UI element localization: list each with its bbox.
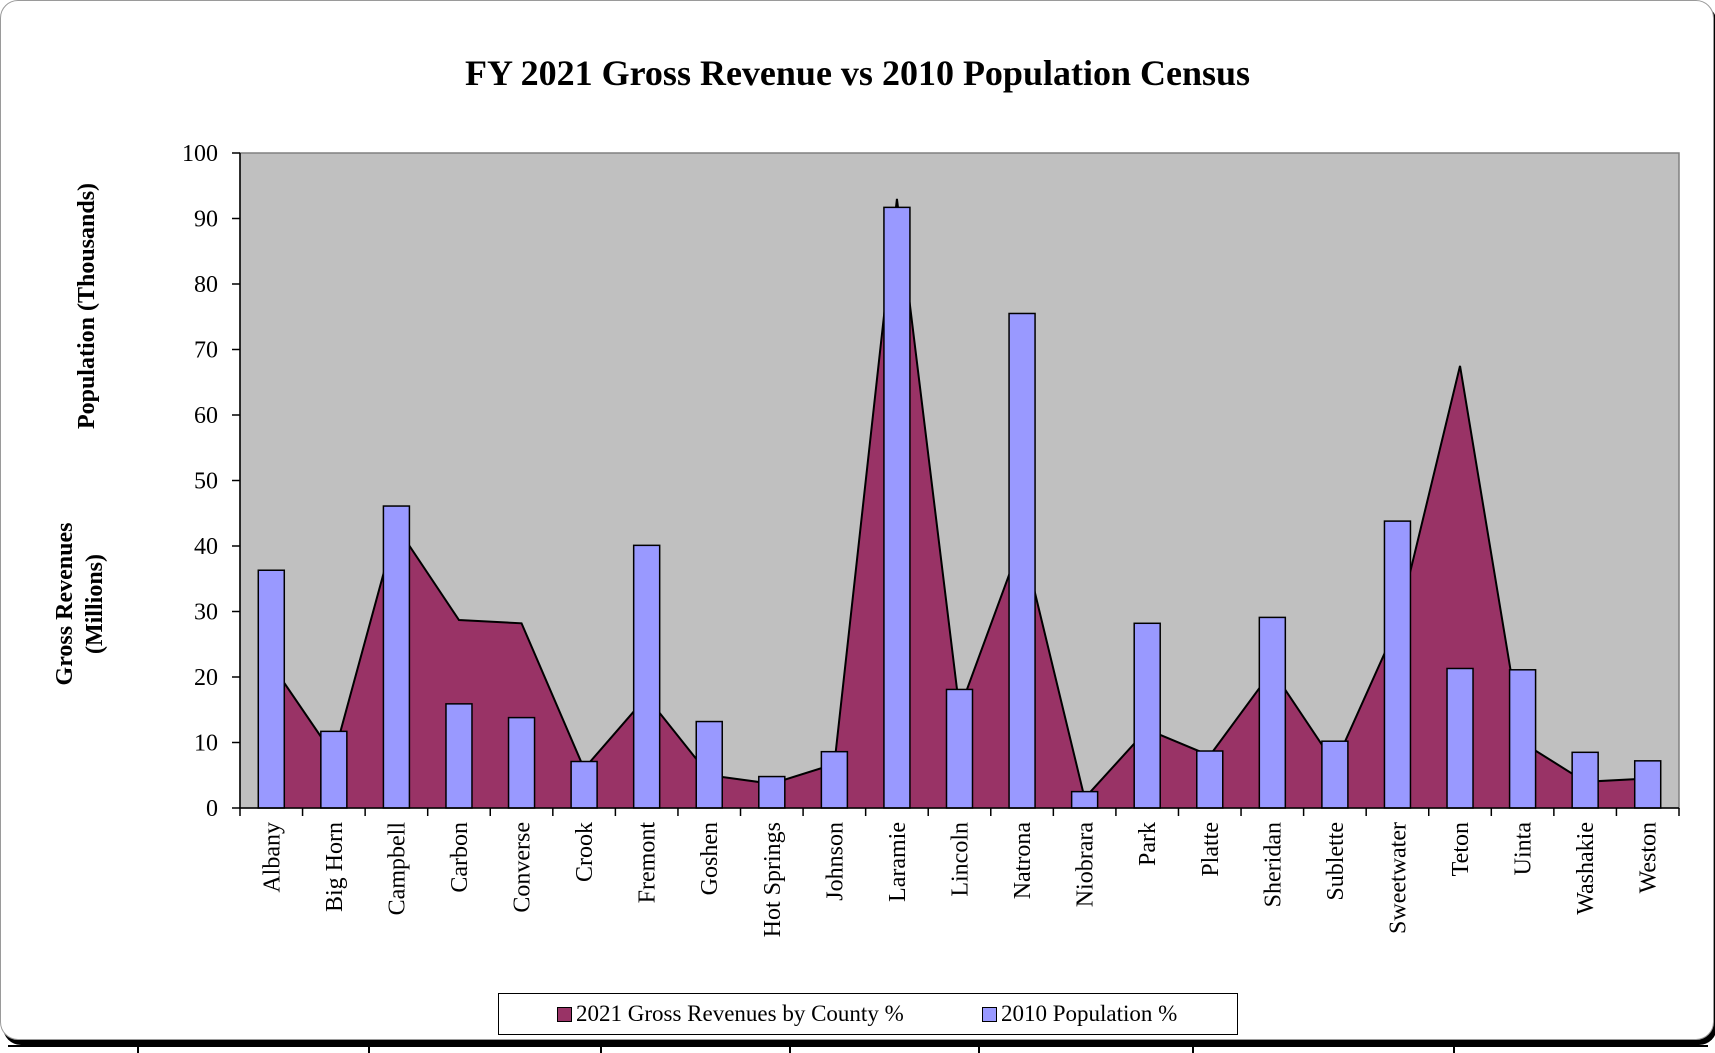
bottom-tick <box>789 1045 791 1053</box>
x-tick-label: Hot Springs <box>760 822 786 937</box>
x-tick-label: Sheridan <box>1260 822 1286 907</box>
x-tick-label: Goshen <box>697 822 723 895</box>
y-tick-label: 100 <box>182 141 218 167</box>
bottom-tick <box>1192 1045 1194 1053</box>
y-tick-label: 40 <box>194 534 218 560</box>
x-tick-label: Lincoln <box>948 822 974 897</box>
x-tick-label: Natrona <box>1010 822 1036 900</box>
bottom-tick <box>1453 1045 1455 1053</box>
x-tick-label: Teton <box>1448 822 1474 876</box>
population-bar <box>632 544 661 809</box>
x-tick-label: Platte <box>1198 822 1224 877</box>
chart-title: FY 2021 Gross Revenue vs 2010 Population… <box>464 53 1251 93</box>
x-tick-label: Fremont <box>635 822 661 904</box>
legend-label-population: 2010 Population % <box>1001 1001 1178 1026</box>
x-tick-label: Weston <box>1636 822 1662 893</box>
population-bar <box>382 505 411 809</box>
bottom-rule <box>8 1045 1708 1047</box>
population-bar <box>1258 616 1287 809</box>
x-tick-label: Big Horn <box>322 822 348 912</box>
x-tick-label: Park <box>1135 822 1161 866</box>
y-tick-label: 10 <box>194 731 218 757</box>
bottom-tick <box>368 1045 370 1053</box>
population-bar <box>1133 622 1161 809</box>
y-tick-label: 20 <box>194 665 218 691</box>
population-bar <box>507 716 536 809</box>
legend-item-population: 2010 Population % <box>982 1001 1177 1027</box>
bottom-tick <box>600 1045 602 1053</box>
bottom-tick <box>978 1045 980 1053</box>
x-tick-label: Sweetwater <box>1385 822 1411 934</box>
y-tick-label: 80 <box>194 272 218 298</box>
x-tick-label: Crook <box>572 822 598 882</box>
population-bar <box>1196 750 1224 809</box>
x-tick-label: Washakie <box>1573 822 1599 915</box>
population-bar <box>1321 740 1349 809</box>
population-bar <box>570 760 598 809</box>
legend-swatch-revenue <box>557 1006 572 1022</box>
population-bar <box>1508 669 1537 809</box>
x-tick-label: Johnson <box>822 822 848 901</box>
x-tick-label: Laramie <box>885 822 911 902</box>
legend-item-revenue: 2021 Gross Revenues by County % <box>557 1001 904 1027</box>
population-bar <box>257 569 286 809</box>
population-bar <box>445 703 473 809</box>
y-tick-label: 60 <box>194 403 218 429</box>
y-tick-label: 50 <box>194 469 218 495</box>
population-bar <box>695 720 723 809</box>
legend: 2021 Gross Revenues by County % 2010 Pop… <box>498 993 1238 1035</box>
bottom-tick <box>137 1045 139 1053</box>
x-tick-label: Sublette <box>1323 822 1349 901</box>
population-bar <box>320 730 348 809</box>
population-bar <box>945 688 974 809</box>
x-tick-label: Albany <box>259 822 285 893</box>
population-bar <box>1633 760 1662 809</box>
population-bar <box>1008 312 1036 809</box>
x-tick-label: Uinta <box>1511 822 1537 876</box>
x-tick-label: Niobrara <box>1073 822 1099 908</box>
x-tick-label: Carbon <box>447 822 473 893</box>
y-tick-label: 70 <box>194 338 218 364</box>
population-bar <box>1571 751 1599 809</box>
x-tick-label: Campbell <box>384 822 410 916</box>
legend-label-revenue: 2021 Gross Revenues by County % <box>576 1001 904 1026</box>
population-bar <box>1070 790 1099 809</box>
population-bar <box>758 775 786 809</box>
population-bar <box>1446 667 1474 809</box>
population-bar <box>1383 520 1412 809</box>
legend-swatch-population <box>982 1006 997 1022</box>
y-tick-label: 0 <box>206 796 218 822</box>
population-bar <box>820 750 849 809</box>
y-tick-label: 30 <box>194 600 218 626</box>
y-tick-label: 90 <box>194 207 218 233</box>
population-bar <box>883 206 911 809</box>
x-tick-label: Converse <box>510 822 536 913</box>
